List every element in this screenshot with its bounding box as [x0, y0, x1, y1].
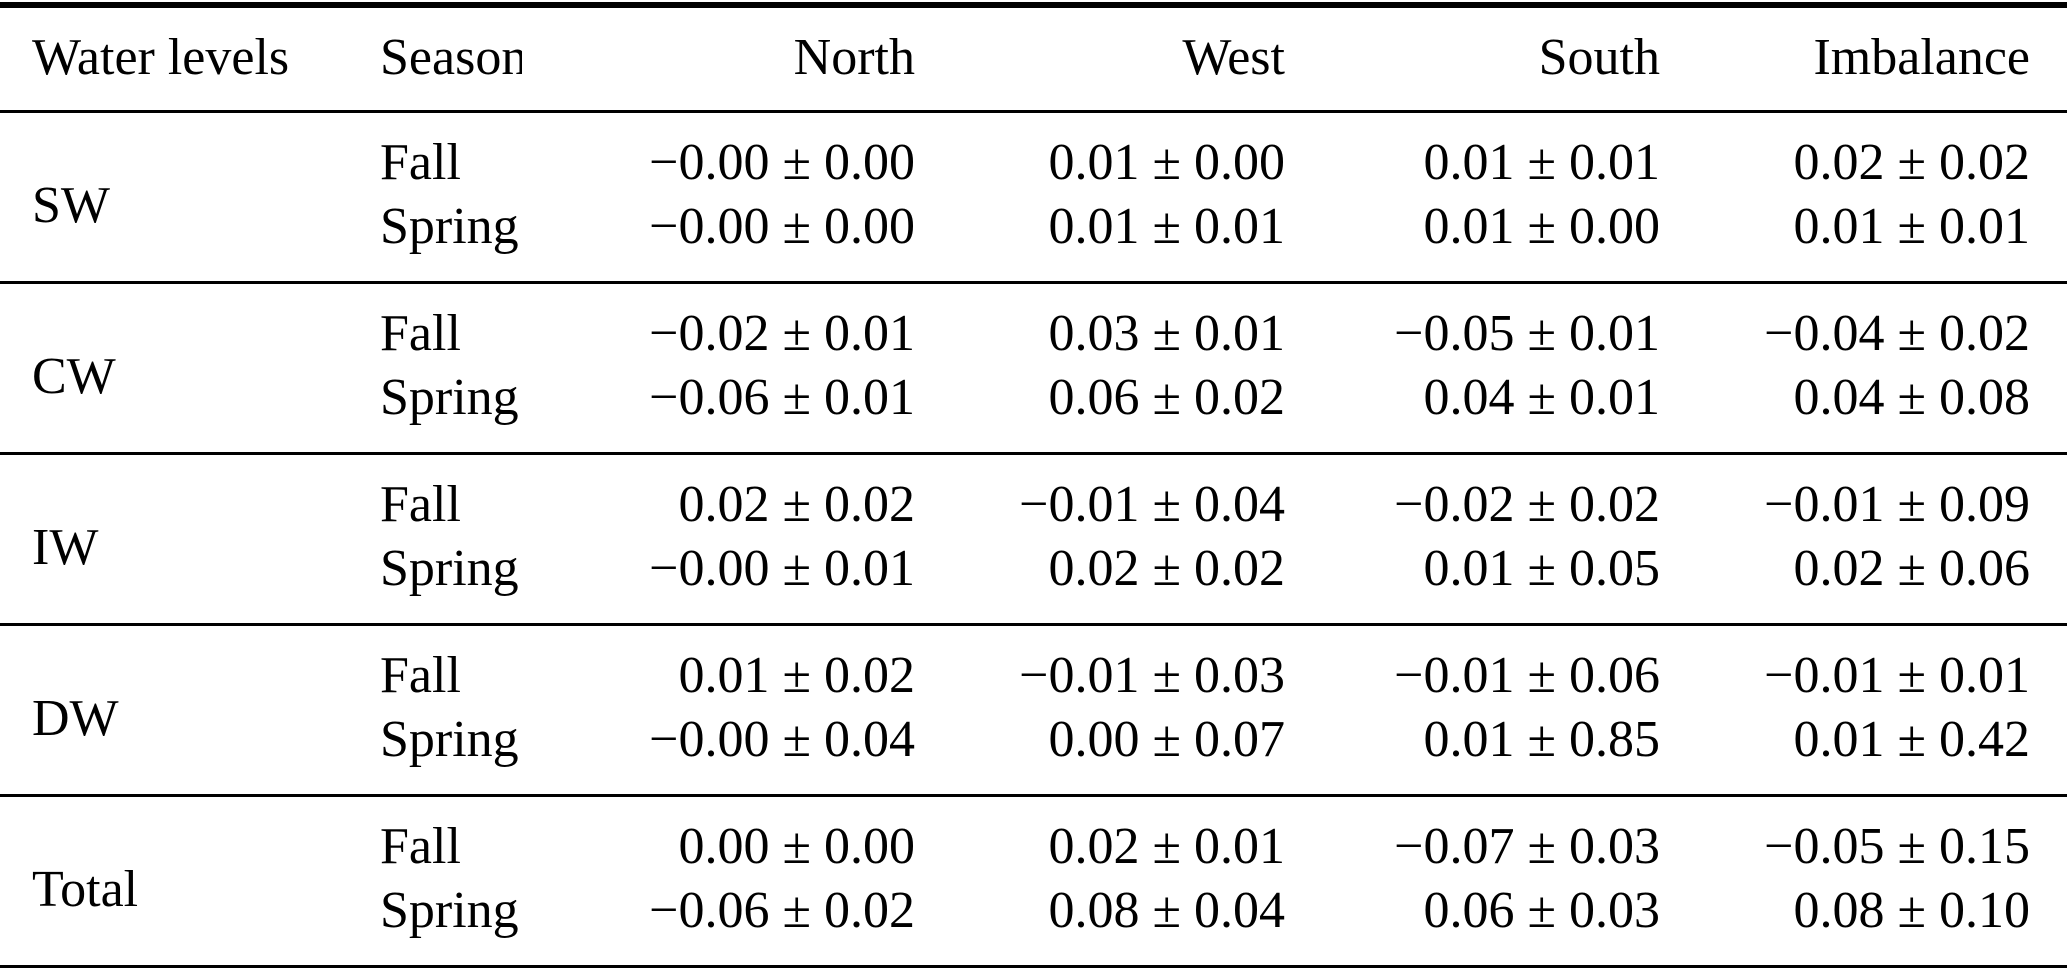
value-cell: 0.06 ± 0.03: [1423, 882, 1660, 939]
value-cell: 0.01 ± 0.00: [1423, 198, 1660, 255]
table-row: CW Fall −0.02 ± 0.01 0.03 ± 0.01 −0.05 ± 0.0…: [0, 283, 2067, 405]
value-cell: 0.00 ± 0.07: [1048, 711, 1285, 768]
value-cell: −0.01 ± 0.06: [1394, 647, 1660, 704]
value-cell: −0.04 ± 0.02: [1764, 305, 2030, 362]
col-header-imbalance: Imbalance: [1813, 29, 2030, 86]
water-level-label: IW: [32, 519, 99, 576]
water-level-group: DW Fall 0.01 ± 0.02 −0.01 ± 0.03 −0.01 ± 0.0…: [0, 624, 2067, 796]
season-cell: Spring: [380, 711, 519, 768]
value-cell: 0.01 ± 0.00: [1048, 134, 1285, 191]
table-row: Spring −0.06 ± 0.02 0.08 ± 0.04 0.06 ± 0.03…: [0, 879, 2067, 968]
value-cell: −0.00 ± 0.04: [649, 711, 915, 768]
table-row: SW Fall −0.00 ± 0.00 0.01 ± 0.00 0.01 ± 0.01…: [0, 112, 2067, 234]
value-cell: 0.00 ± 0.00: [678, 818, 915, 875]
value-cell: 0.04 ± 0.01: [1423, 369, 1660, 426]
season-cell: Fall: [380, 134, 461, 191]
value-cell: −0.06 ± 0.02: [649, 882, 915, 939]
table-row: Total Fall 0.00 ± 0.00 0.02 ± 0.01 −0.07 ± 0…: [0, 796, 2067, 918]
table-row: Spring −0.00 ± 0.04 0.00 ± 0.07 0.01 ± 0.85…: [0, 708, 2067, 796]
col-header-north: North: [793, 29, 915, 86]
value-cell: 0.01 ± 0.42: [1793, 711, 2030, 768]
value-cell: 0.01 ± 0.01: [1048, 198, 1285, 255]
value-cell: 0.02 ± 0.02: [1793, 134, 2030, 191]
header-row: Water levels Season North West South Imb…: [0, 5, 2067, 112]
col-header-west: West: [1182, 29, 1285, 86]
value-cell: −0.05 ± 0.15: [1764, 818, 2030, 875]
col-header-season: Season: [380, 29, 522, 86]
value-cell: −0.01 ± 0.09: [1764, 476, 2030, 533]
table-header: Water levels Season North West South Imb…: [0, 5, 2067, 112]
value-cell: −0.00 ± 0.01: [649, 540, 915, 597]
value-cell: 0.01 ± 0.02: [678, 647, 915, 704]
season-cell: Fall: [380, 818, 461, 875]
col-header-water-levels: Water levels: [32, 29, 290, 86]
season-cell: Spring: [380, 369, 519, 426]
value-cell: 0.06 ± 0.02: [1048, 369, 1285, 426]
table-row: Spring −0.00 ± 0.01 0.02 ± 0.02 0.01 ± 0.05…: [0, 537, 2067, 625]
value-cell: −0.01 ± 0.01: [1764, 647, 2030, 704]
season-cell: Fall: [380, 476, 461, 533]
water-level-group: SW Fall −0.00 ± 0.00 0.01 ± 0.00 0.01 ± 0.01…: [0, 111, 2067, 283]
value-cell: −0.07 ± 0.03: [1394, 818, 1660, 875]
value-cell: 0.02 ± 0.02: [678, 476, 915, 533]
season-cell: Fall: [380, 647, 461, 704]
table-row: DW Fall 0.01 ± 0.02 −0.01 ± 0.03 −0.01 ± 0.0…: [0, 625, 2067, 747]
season-cell: Spring: [380, 198, 519, 255]
value-cell: 0.03 ± 0.01: [1048, 305, 1285, 362]
water-level-label: CW: [32, 348, 116, 405]
water-level-group: CW Fall −0.02 ± 0.01 0.03 ± 0.01 −0.05 ± 0.0…: [0, 282, 2067, 454]
season-cell: Spring: [380, 540, 519, 597]
water-level-label: DW: [32, 690, 119, 747]
value-cell: 0.08 ± 0.04: [1048, 882, 1285, 939]
table-row: IW Fall 0.02 ± 0.02 −0.01 ± 0.04 −0.02 ± 0.0…: [0, 454, 2067, 576]
value-cell: 0.01 ± 0.05: [1423, 540, 1660, 597]
value-cell: −0.06 ± 0.01: [649, 369, 915, 426]
value-cell: −0.01 ± 0.03: [1019, 647, 1285, 704]
value-cell: 0.02 ± 0.02: [1048, 540, 1285, 597]
season-cell: Fall: [380, 305, 461, 362]
value-cell: −0.00 ± 0.00: [649, 198, 915, 255]
value-cell: 0.01 ± 0.85: [1423, 711, 1660, 768]
water-level-group: IW Fall 0.02 ± 0.02 −0.01 ± 0.04 −0.02 ± 0.0…: [0, 453, 2067, 625]
value-cell: 0.01 ± 0.01: [1423, 134, 1660, 191]
col-header-south: South: [1538, 29, 1660, 86]
table-row: Spring −0.06 ± 0.01 0.06 ± 0.02 0.04 ± 0.01…: [0, 366, 2067, 454]
value-cell: −0.02 ± 0.01: [649, 305, 915, 362]
value-cell: −0.00 ± 0.00: [649, 134, 915, 191]
table-row: Spring −0.00 ± 0.00 0.01 ± 0.01 0.01 ± 0.00…: [0, 195, 2067, 283]
water-level-group: Total Fall 0.00 ± 0.00 0.02 ± 0.01 −0.07 ± 0…: [0, 795, 2067, 968]
season-cell: Spring: [380, 882, 519, 939]
value-cell: −0.02 ± 0.02: [1394, 476, 1660, 533]
value-cell: −0.01 ± 0.04: [1019, 476, 1285, 533]
value-cell: 0.02 ± 0.06: [1793, 540, 2030, 597]
water-level-label: SW: [32, 177, 110, 234]
value-cell: 0.08 ± 0.10: [1793, 882, 2030, 939]
value-cell: −0.05 ± 0.01: [1394, 305, 1660, 362]
value-cell: 0.04 ± 0.08: [1793, 369, 2030, 426]
value-cell: 0.02 ± 0.01: [1048, 818, 1285, 875]
value-cell: 0.01 ± 0.01: [1793, 198, 2030, 255]
water-level-label: Total: [32, 861, 139, 918]
